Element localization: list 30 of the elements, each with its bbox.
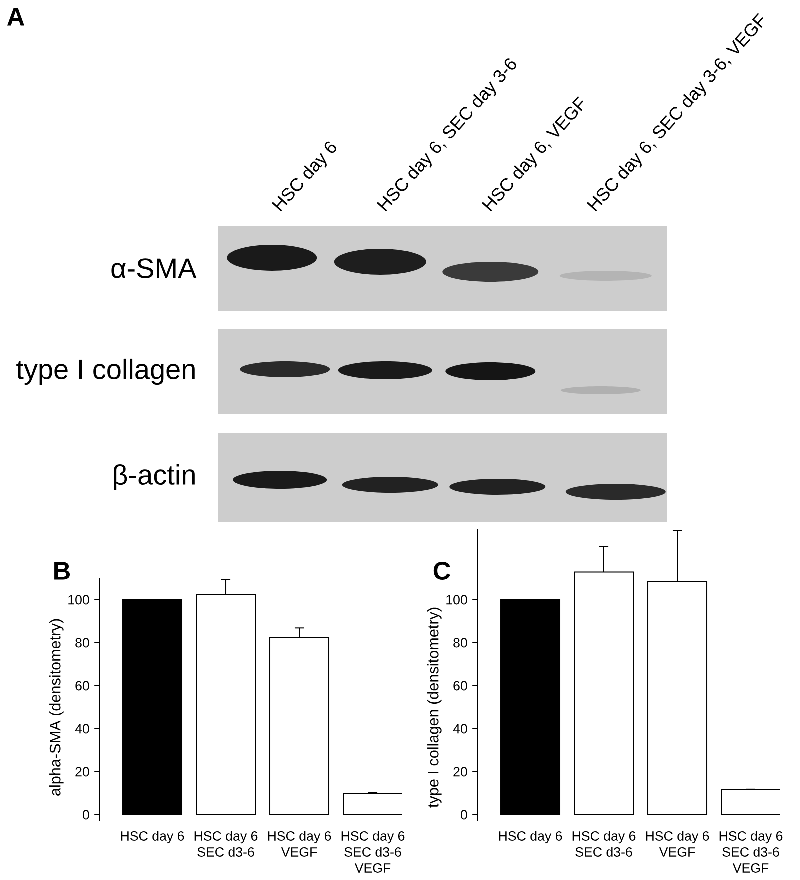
bar [500,599,561,816]
x-tick-label: HSC day 6 [499,831,562,844]
y-tick-label: 100 [446,595,468,605]
x-tick-label: HSC day 6 VEGF [268,831,332,857]
y-tick-label: 0 [460,810,468,820]
bar [122,599,183,816]
x-tick-label: HSC day 6 VEGF [646,831,710,857]
text: β-actin [114,464,195,491]
y-tick-label: 0 [82,810,90,820]
y-tick-label: 100 [68,595,90,605]
text: α-SMA [112,258,197,278]
y-tick-label: 60 [76,681,90,691]
x-tick-label: HSC day 6 SEC d3-6 [572,831,636,857]
y-tick-label: 40 [75,724,90,734]
x-tick-label: HSC day 6 SEC d3-6 VEGF [342,831,405,873]
text: type I collagen [16,358,195,386]
y-tick-label: 60 [454,681,468,691]
x-tick-label: HSC day 6 SEC d3-6 VEGF [720,831,783,873]
x-tick-label: HSC day 6 SEC d3-6 [194,831,258,857]
text: A [7,8,24,26]
y-axis-title: alpha-SMA (densitometry) [50,619,64,796]
text: C [434,562,450,580]
y-axis-title: type I collagen (densitometry) [428,608,442,808]
y-tick-label: 20 [454,767,468,777]
y-tick-label: 80 [76,638,90,648]
y-tick-label: 20 [76,767,90,777]
y-tick-label: 40 [453,724,468,734]
y-tick-label: 80 [454,638,468,648]
chart-title: B [54,562,70,580]
x-tick-label: HSC day 6 [121,831,184,844]
